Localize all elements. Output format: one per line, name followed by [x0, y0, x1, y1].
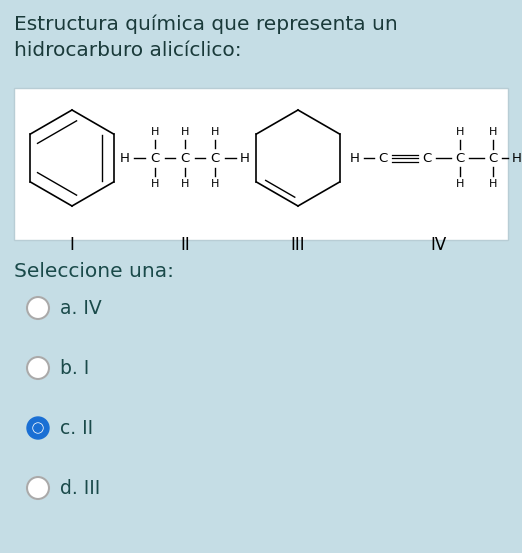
Circle shape	[33, 423, 43, 433]
Text: C: C	[422, 152, 432, 164]
Text: H: H	[181, 127, 189, 137]
Text: C: C	[150, 152, 160, 164]
Text: H: H	[211, 127, 219, 137]
Text: H: H	[151, 127, 159, 137]
Text: C: C	[378, 152, 388, 164]
Text: b. I: b. I	[60, 358, 89, 378]
Text: d. III: d. III	[60, 478, 100, 498]
Text: H: H	[211, 179, 219, 189]
Text: H: H	[512, 152, 522, 164]
Circle shape	[27, 297, 49, 319]
Circle shape	[34, 424, 42, 432]
Text: H: H	[456, 179, 464, 189]
Text: C: C	[181, 152, 189, 164]
Text: H: H	[120, 152, 130, 164]
FancyBboxPatch shape	[14, 88, 508, 240]
Text: C: C	[489, 152, 497, 164]
Text: III: III	[291, 236, 305, 254]
Text: H: H	[489, 179, 497, 189]
Text: C: C	[455, 152, 465, 164]
Circle shape	[27, 477, 49, 499]
Text: H: H	[456, 127, 464, 137]
Text: Seleccione una:: Seleccione una:	[14, 262, 174, 281]
Text: C: C	[210, 152, 220, 164]
Text: I: I	[69, 236, 75, 254]
Text: Estructura química que representa un
hidrocarburo alicíclico:: Estructura química que representa un hid…	[14, 14, 398, 60]
Text: H: H	[151, 179, 159, 189]
Text: H: H	[181, 179, 189, 189]
Circle shape	[27, 357, 49, 379]
Circle shape	[27, 417, 49, 439]
Text: IV: IV	[430, 236, 446, 254]
Text: H: H	[240, 152, 250, 164]
Text: c. II: c. II	[60, 419, 93, 437]
Text: a. IV: a. IV	[60, 299, 102, 317]
Text: II: II	[180, 236, 190, 254]
Text: H: H	[350, 152, 360, 164]
Text: H: H	[489, 127, 497, 137]
